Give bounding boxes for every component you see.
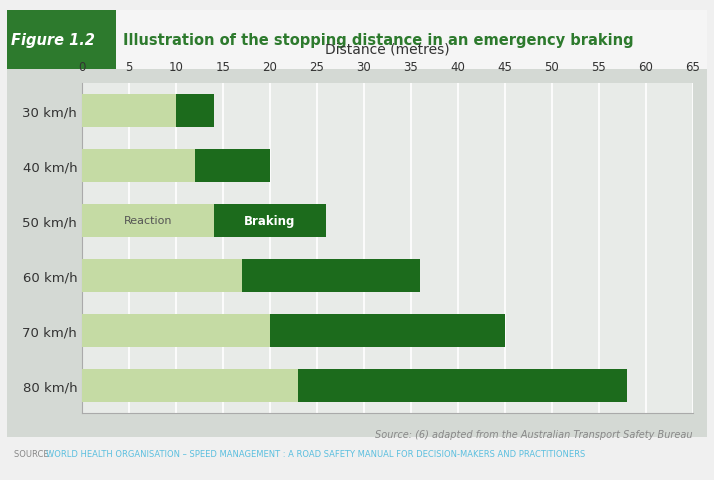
Bar: [82, 369, 298, 402]
Bar: [213, 204, 326, 238]
Text: Source: (6) adapted from the Australian Transport Safety Bureau: Source: (6) adapted from the Australian …: [375, 430, 693, 440]
Bar: [7, 11, 116, 70]
Bar: [82, 150, 195, 182]
Text: Figure 1.2: Figure 1.2: [11, 33, 94, 48]
Bar: [195, 150, 270, 182]
Text: Illustration of the stopping distance in an emergency braking: Illustration of the stopping distance in…: [123, 33, 633, 48]
Text: Reaction: Reaction: [124, 216, 172, 226]
Bar: [82, 204, 213, 238]
Text: WORLD HEALTH ORGANISATION – SPEED MANAGEMENT : A ROAD SAFETY MANUAL FOR DECISION: WORLD HEALTH ORGANISATION – SPEED MANAGE…: [46, 449, 585, 458]
Text: SOURCE:: SOURCE:: [14, 449, 54, 458]
Bar: [82, 259, 242, 292]
Text: Braking: Braking: [244, 215, 296, 228]
Bar: [82, 95, 176, 128]
Bar: [82, 314, 270, 347]
X-axis label: Distance (metres): Distance (metres): [325, 42, 450, 56]
Bar: [176, 95, 213, 128]
Bar: [270, 314, 505, 347]
Bar: [242, 259, 421, 292]
Bar: [298, 369, 627, 402]
